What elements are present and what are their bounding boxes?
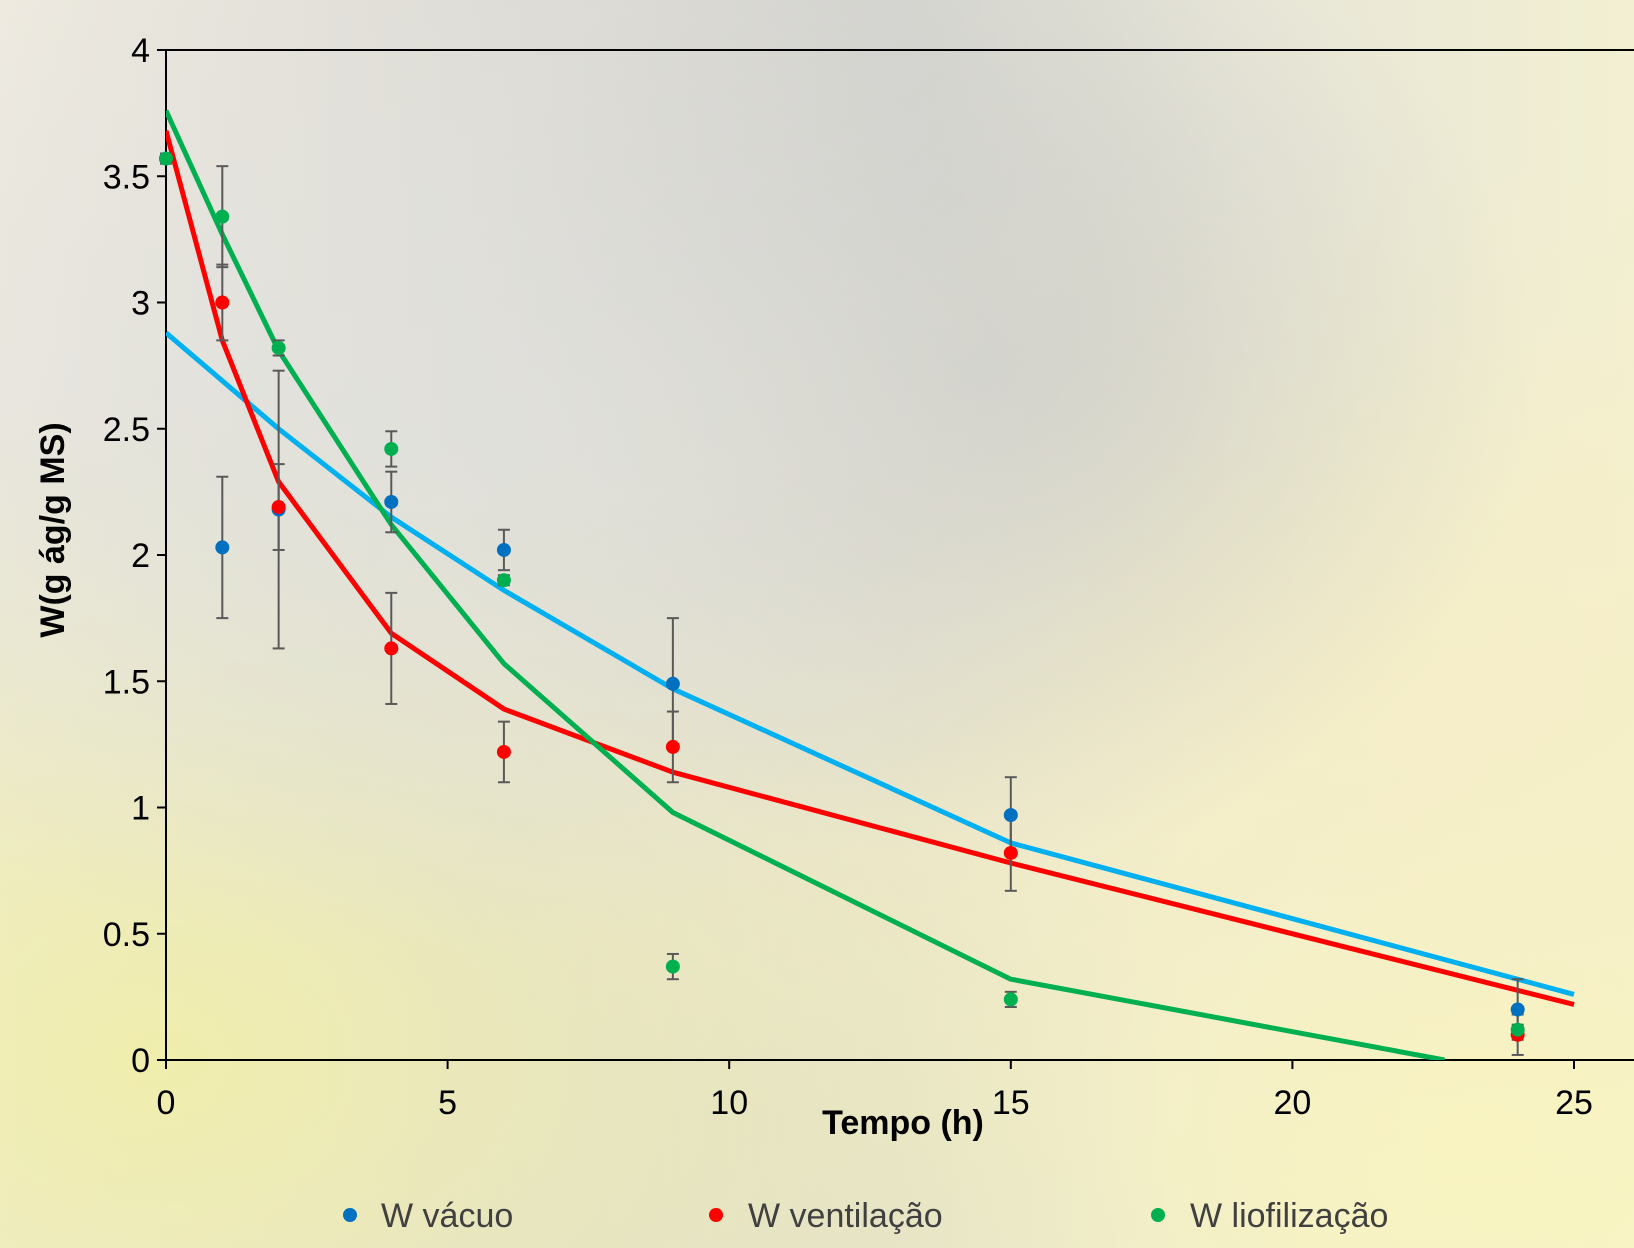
point-ventilacao [1003,845,1018,860]
x-axis-title: Tempo (h) [822,1104,984,1142]
point-ventilacao [496,744,511,759]
point-ventilacao [215,295,230,310]
point-liofilizacao [1003,992,1018,1007]
y-tick-label: 2 [131,537,150,575]
point-liofilizacao [159,151,173,166]
y-ticks: 0 0.5 1 1.5 2 2.5 3 3.5 4 [103,32,166,1080]
x-tick-label: 5 [438,1084,457,1122]
point-liofilizacao [1510,1022,1525,1037]
y-tick-label: 0.5 [103,916,150,954]
error-bars [160,152,1524,1056]
data-points [159,151,1525,1042]
axes [165,49,1634,1061]
point-vacuo [215,540,230,555]
point-liofilizacao [496,573,511,588]
legend: W vácuo W ventilação W liofilização [343,1197,1388,1235]
fit-line-vacuo [166,330,1575,997]
y-tick-label: 2.5 [103,411,150,449]
point-ventilacao [665,739,680,754]
point-liofilizacao [215,209,230,224]
legend-label-ventilacao: W ventilação [748,1197,943,1235]
legend-label-vacuo: W vácuo [381,1197,513,1235]
point-vacuo [496,542,511,557]
legend-item-vacuo: W vácuo [343,1197,513,1235]
legend-label-liofilizacao: W liofilização [1190,1197,1388,1235]
point-liofilizacao [271,340,286,355]
point-vacuo [665,676,680,691]
legend-marker-vacuo [343,1208,357,1222]
x-tick-label: 10 [710,1084,748,1122]
legend-marker-ventilacao [709,1208,723,1222]
x-tick-label: 15 [992,1084,1030,1122]
fit-lines [166,109,1575,1060]
legend-item-ventilacao: W ventilação [709,1197,943,1235]
y-tick-label: 1 [131,790,150,828]
x-tick-label: 0 [157,1084,176,1122]
point-ventilacao [271,500,286,515]
point-liofilizacao [665,959,680,974]
y-tick-label: 1.5 [103,663,150,701]
x-tick-label: 20 [1273,1084,1311,1122]
y-tick-label: 0 [131,1042,150,1080]
legend-marker-liofilizacao [1151,1208,1165,1222]
y-tick-label: 4 [131,32,150,70]
y-axis-title: W(g ág/g MS) [34,422,72,637]
point-vacuo [1003,808,1018,823]
x-ticks: 0 5 10 15 20 25 [157,1060,1593,1122]
y-tick-label: 3 [131,285,150,323]
point-ventilacao [384,641,399,656]
point-vacuo [1510,1002,1525,1017]
point-vacuo [384,494,399,509]
legend-item-liofilizacao: W liofilização [1151,1197,1388,1235]
y-tick-label: 3.5 [103,158,150,196]
x-tick-label: 25 [1555,1084,1593,1122]
fit-line-ventilacao [166,130,1575,1007]
fit-line-liofilizacao [166,109,1445,1060]
point-liofilizacao [384,441,399,456]
